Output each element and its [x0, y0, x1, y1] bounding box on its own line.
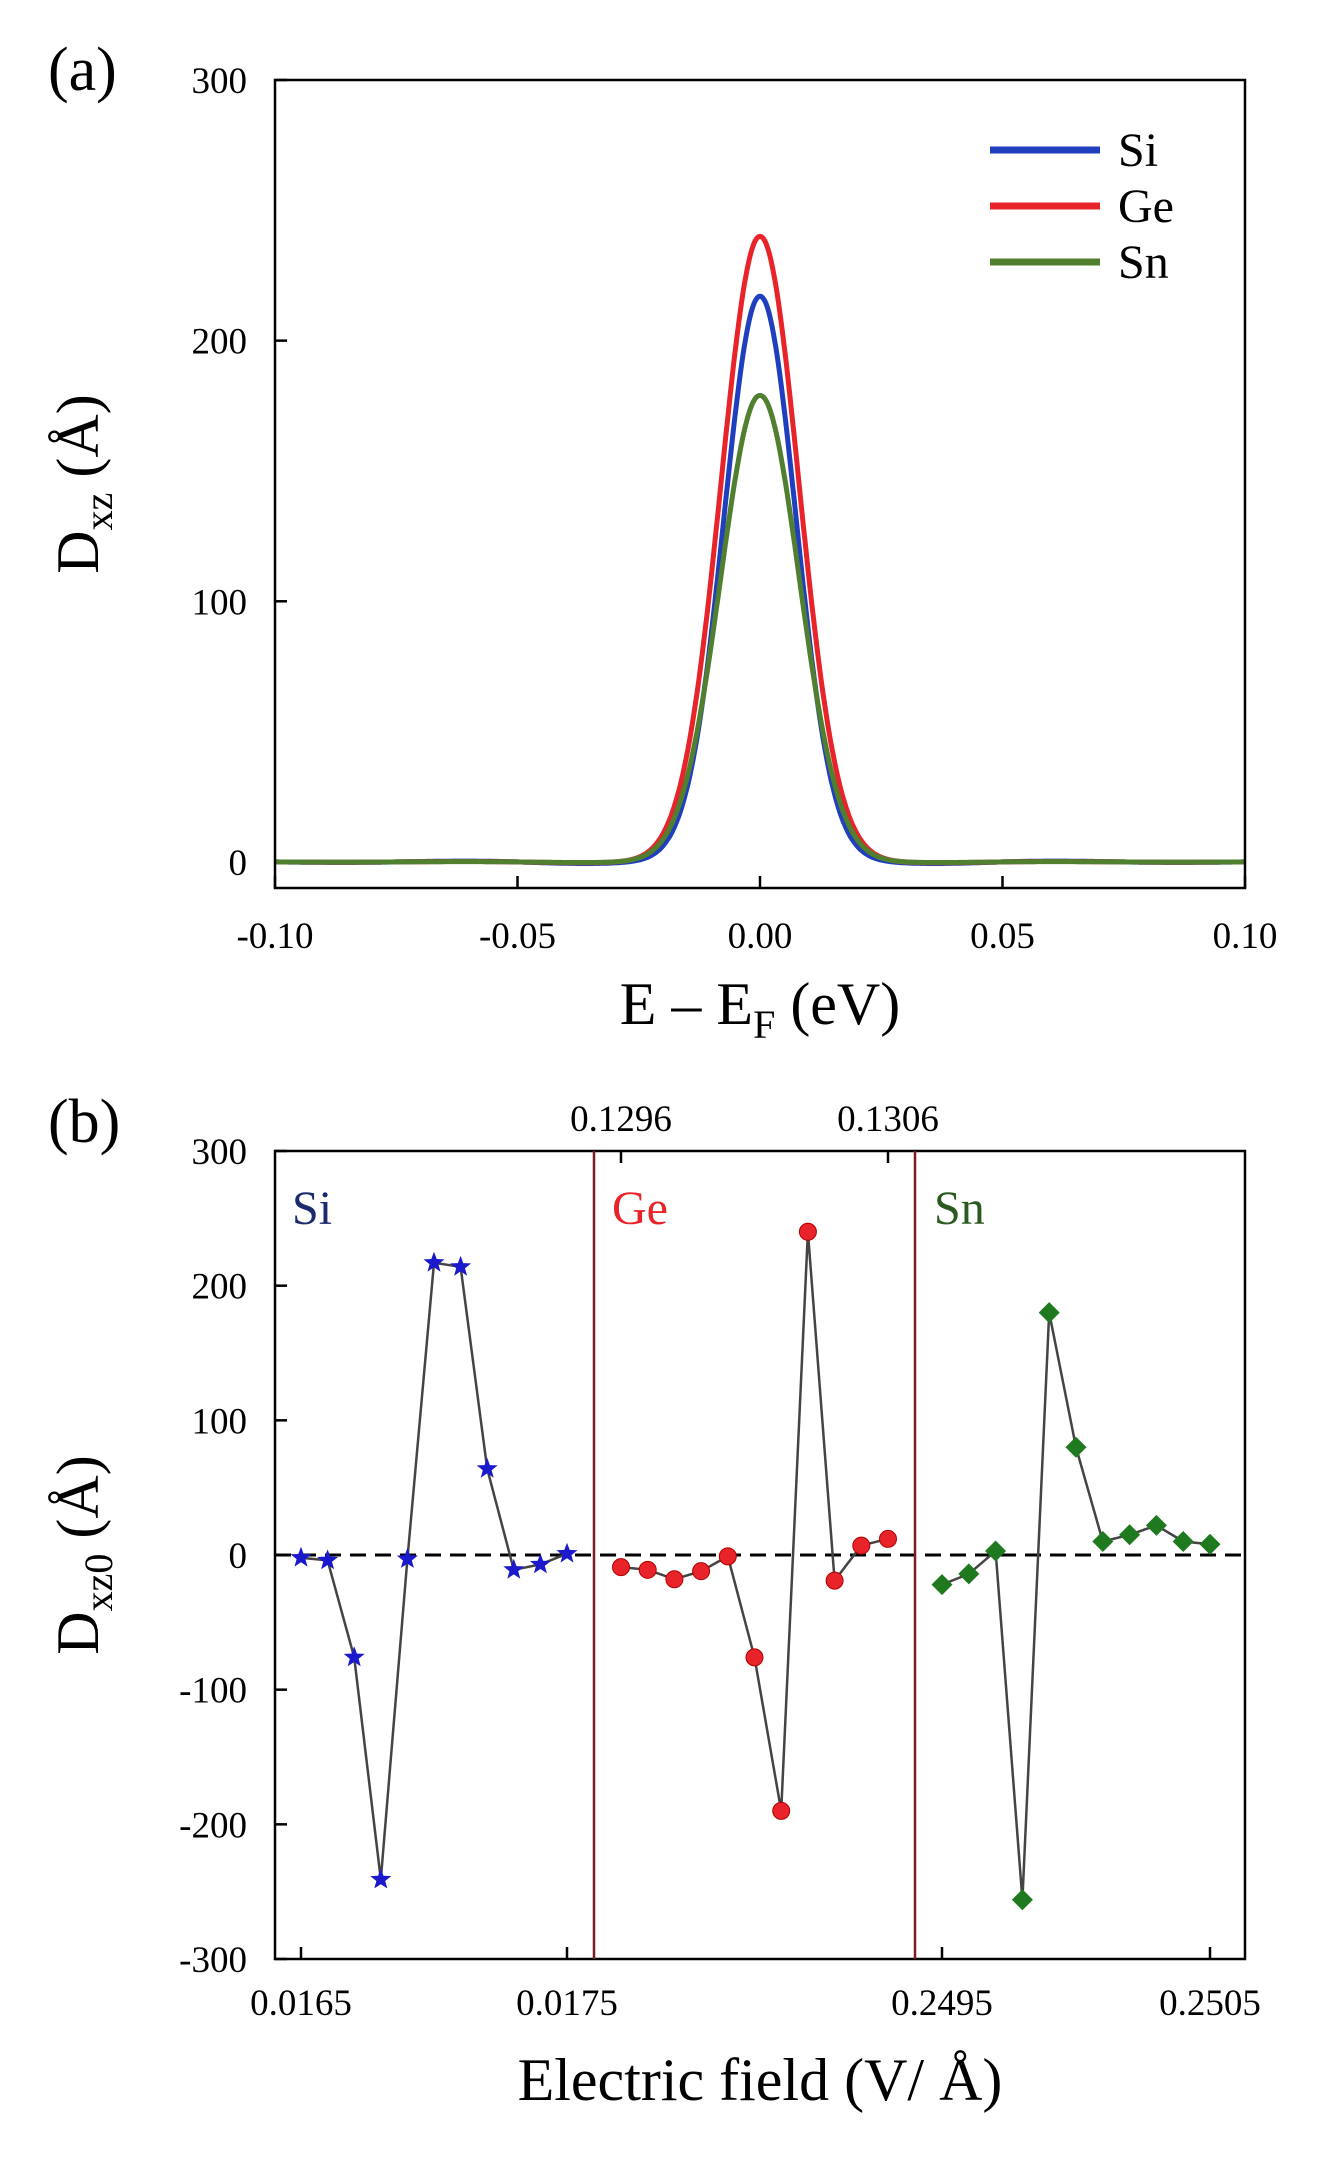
y-tick-label: 300: [192, 61, 248, 102]
data-point-ge: [798, 1222, 817, 1241]
y-tick-label: -100: [179, 1671, 247, 1712]
y-tick-label: 200: [192, 322, 248, 363]
x-tick-label: -0.10: [236, 916, 313, 957]
data-point-si: [343, 1646, 365, 1667]
region-label-sn: Sn: [934, 1182, 985, 1235]
legend-label-ge: Ge: [1118, 180, 1174, 233]
x-tick-label: 0.0175: [516, 1983, 618, 2024]
x-tick-label: 0.05: [970, 916, 1035, 957]
data-point-sn: [1011, 1889, 1033, 1911]
x-tick-label: 0.10: [1213, 916, 1278, 957]
data-point-sn: [1092, 1531, 1114, 1553]
data-point-ge: [665, 1570, 684, 1589]
data-point-ge: [852, 1536, 871, 1555]
panel-b-frame: [273, 1149, 1247, 1961]
top-x-tick-label: 0.1306: [837, 1099, 939, 1140]
series-line-sn: [941, 1312, 1211, 1900]
data-point-sn: [1172, 1531, 1194, 1553]
panel-a-xlabel: E – EF (eV): [620, 971, 900, 1047]
x-tick-label: 0.2495: [891, 1983, 993, 2024]
data-point-ge: [825, 1571, 844, 1590]
data-point-ge: [879, 1529, 897, 1548]
data-point-sn: [931, 1574, 953, 1596]
x-tick-label: -0.05: [479, 916, 556, 957]
y-tick-label: 200: [192, 1267, 248, 1308]
data-point-ge: [745, 1648, 764, 1667]
data-point-sn: [1038, 1302, 1060, 1324]
data-point-ge: [772, 1801, 791, 1820]
series-line-ge: [620, 1231, 889, 1812]
data-point-ge: [718, 1547, 737, 1566]
panel-a-ylabel: Dxz (Å): [45, 394, 121, 573]
data-point-si: [503, 1558, 525, 1579]
region-label-si: Si: [292, 1182, 332, 1235]
x-tick-label: 0.2505: [1159, 1983, 1261, 2024]
series-line-si: [300, 1261, 568, 1880]
data-point-si: [317, 1549, 339, 1570]
legend-label-sn: Sn: [1118, 236, 1169, 289]
data-point-sn: [1065, 1436, 1087, 1458]
data-point-sn: [1145, 1514, 1167, 1536]
panel-b: (b) -300 -200 -100 0 100 200 300 0.0165 0.0175 0.…: [45, 1088, 1261, 2113]
panel-a-frame: [273, 78, 1247, 890]
data-point-ge: [638, 1560, 657, 1579]
data-point-ge: [692, 1562, 711, 1581]
panel-a-label: (a): [48, 36, 117, 104]
data-point-sn: [1119, 1524, 1141, 1546]
y-tick-label: -300: [179, 1940, 247, 1981]
data-point-si: [290, 1546, 312, 1567]
series-line-ge: [275, 233, 1245, 866]
x-tick-label: 0.00: [728, 916, 793, 957]
data-point-si: [370, 1868, 392, 1889]
region-label-ge: Ge: [612, 1182, 668, 1235]
data-point-ge: [612, 1558, 630, 1577]
y-tick-label: -200: [179, 1805, 247, 1846]
panel-b-label: (b): [48, 1088, 120, 1156]
panel-b-ylabel: Dxz0 (Å): [45, 1455, 121, 1654]
series-line-si: [275, 293, 1245, 866]
panel-b-xlabel: Electric field (V/ Å): [518, 2047, 1003, 2113]
data-point-si: [476, 1457, 498, 1478]
top-x-tick-label: 0.1296: [570, 1099, 672, 1140]
y-tick-label: 300: [192, 1132, 248, 1173]
y-tick-label: 100: [192, 1401, 248, 1442]
data-point-si: [556, 1542, 578, 1563]
y-tick-label: 0: [229, 1536, 248, 1577]
panel-a: (a) -0.10 -0.05 0.00 0.05 0.10 0 100 200 300 SiG…: [45, 36, 1277, 1047]
series-line-sn: [275, 392, 1245, 865]
data-point-si: [423, 1251, 445, 1272]
data-point-si: [450, 1255, 472, 1276]
data-point-si: [529, 1553, 551, 1574]
y-tick-label: 0: [229, 843, 248, 884]
data-point-si: [396, 1548, 418, 1568]
legend-label-si: Si: [1118, 124, 1158, 177]
y-tick-label: 100: [192, 582, 248, 623]
data-point-sn: [958, 1563, 980, 1585]
data-point-sn: [1199, 1533, 1221, 1555]
data-point-sn: [985, 1540, 1007, 1562]
x-tick-label: 0.0165: [250, 1983, 352, 2024]
